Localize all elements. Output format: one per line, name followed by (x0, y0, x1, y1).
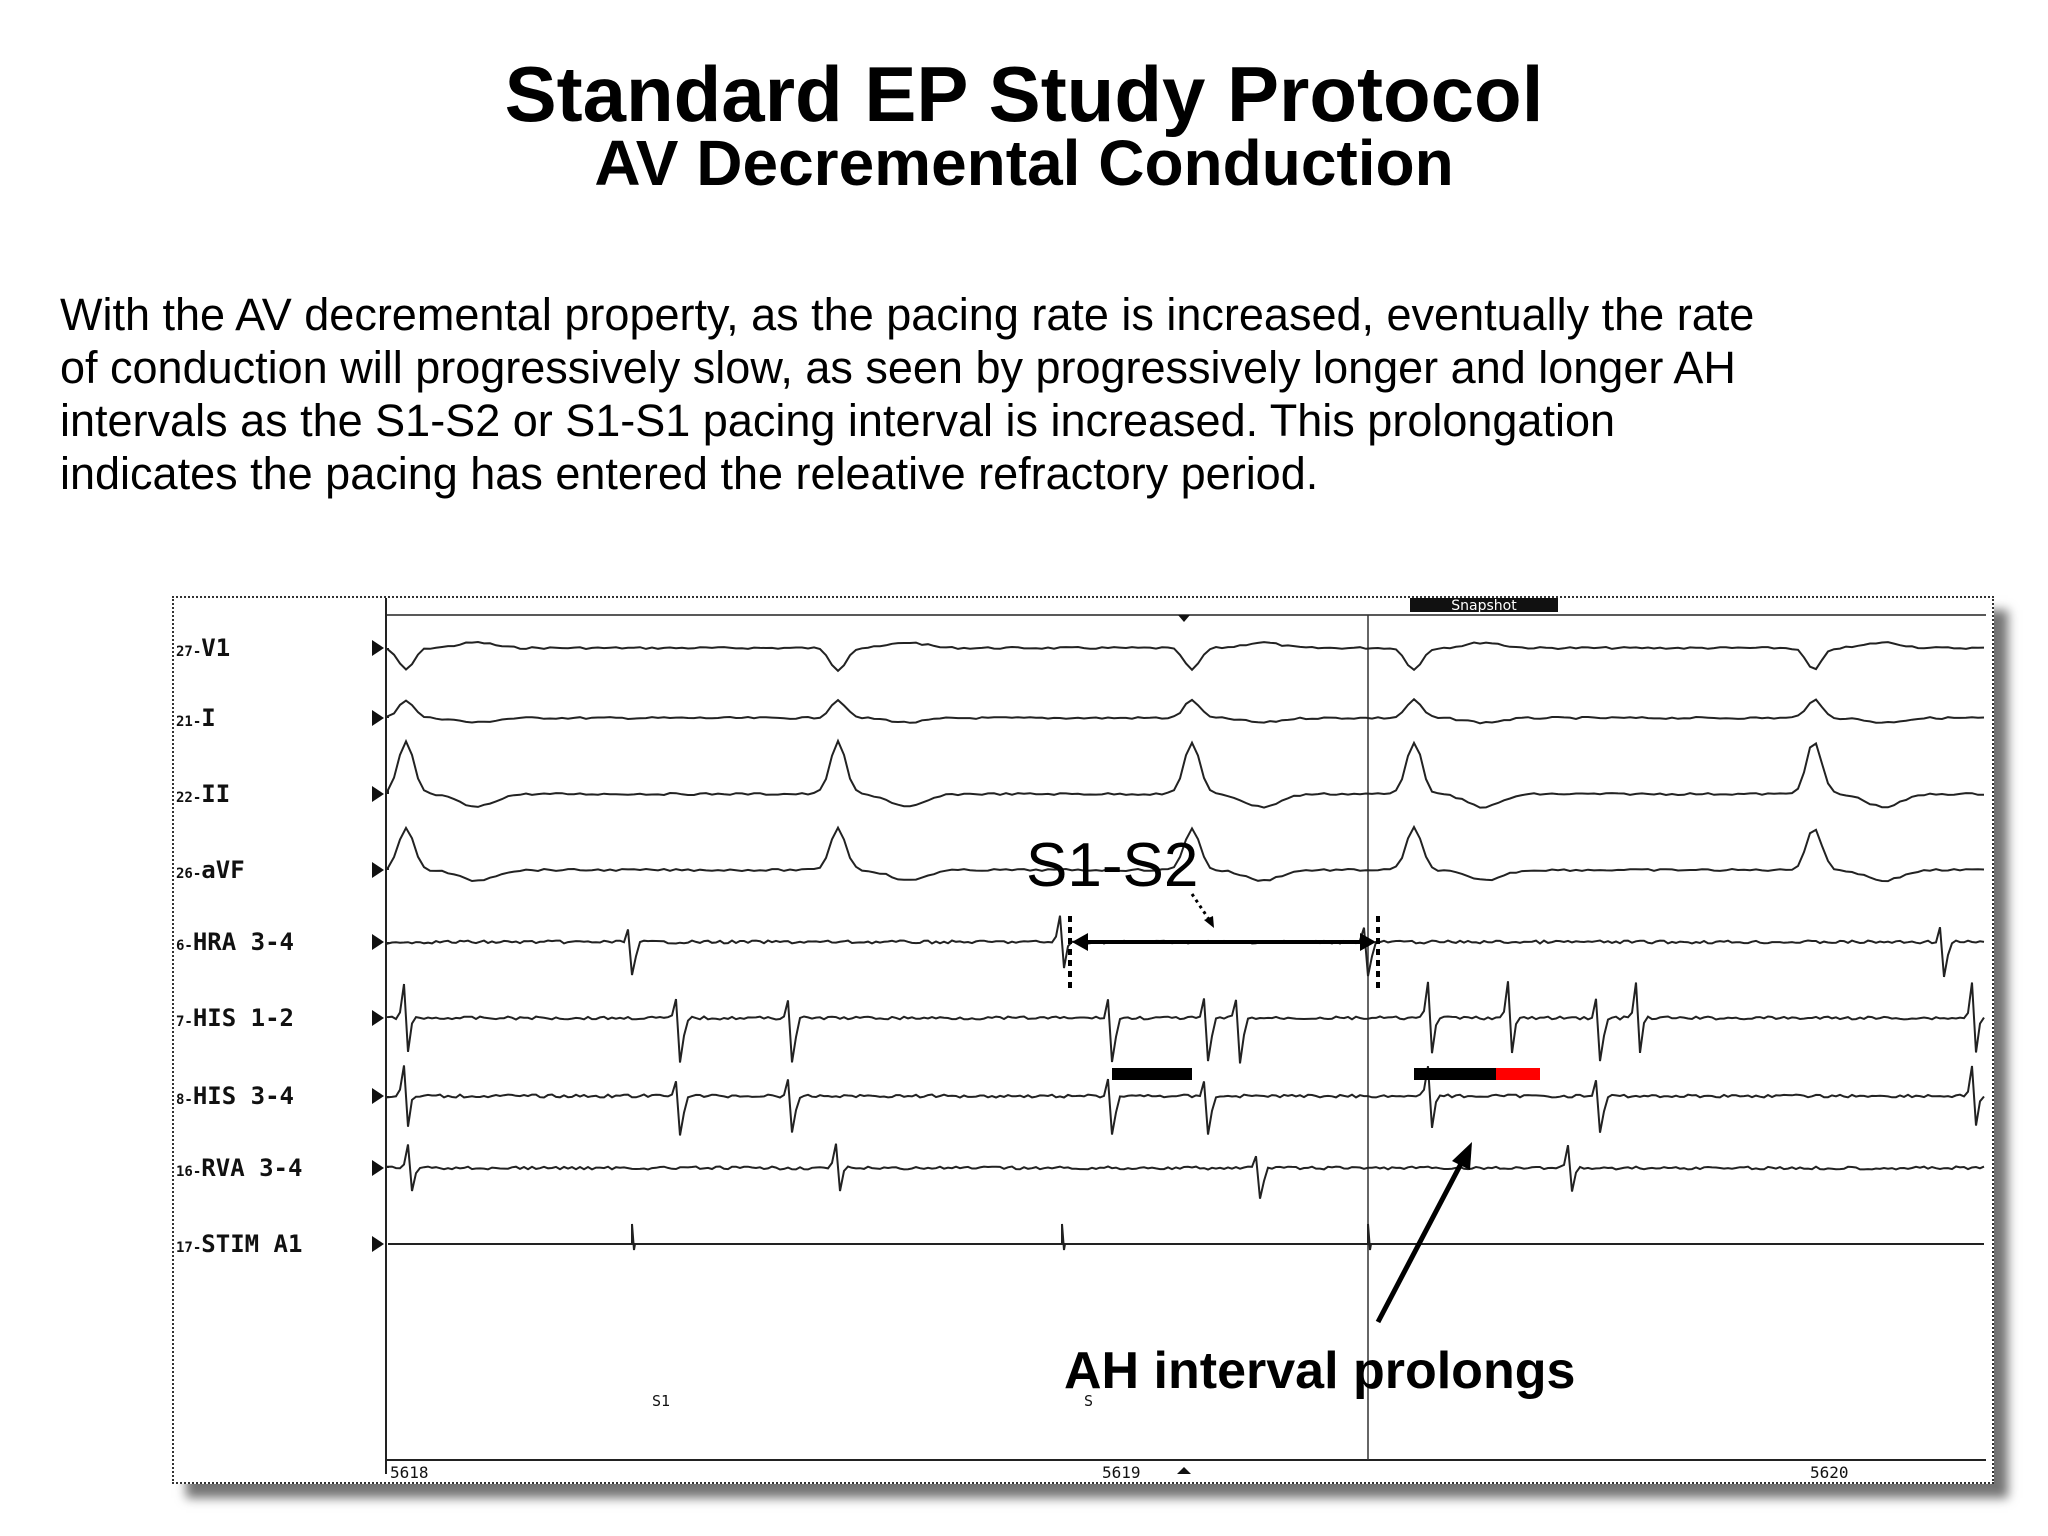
channel-marker-7 (372, 1160, 384, 1176)
channel-label-6: 8-HIS 3-4 (176, 1082, 294, 1110)
ah-interval-bar-1 (1112, 1068, 1192, 1080)
stim-label-s: S (1084, 1392, 1093, 1410)
channel-marker-8 (372, 1236, 384, 1252)
time-label-1: 5618 (390, 1463, 429, 1482)
s1s2-annotation: S1-S2 (1026, 831, 1198, 900)
trace-hra (387, 915, 1985, 978)
ah-annotation: AH interval prolongs (1064, 1342, 1575, 1400)
channel-label-1: 21-I (176, 704, 216, 732)
channel-label-7: 16-RVA 3-4 (176, 1154, 302, 1182)
page-title: Standard EP Study Protocol (504, 50, 1544, 138)
channel-traces (387, 640, 1985, 1251)
time-label-3: 5620 (1810, 1463, 1849, 1482)
bottom-cursor-marker (1177, 1467, 1191, 1474)
s1s2-pointer-head (1204, 916, 1214, 928)
channel-label-4: 6-HRA 3-4 (176, 928, 294, 956)
ah-prolongation-segment (1496, 1068, 1540, 1080)
trace-his-34 (387, 1065, 1985, 1136)
trace-rva (387, 1143, 1985, 1199)
channel-marker-5 (372, 1010, 384, 1026)
ah-arrow-line (1375, 1156, 1467, 1324)
s1s2-arrowhead-left (1072, 933, 1088, 951)
trace-his-12 (387, 981, 1985, 1064)
time-label-2: 5619 (1102, 1463, 1141, 1482)
ah-arrow-head (1452, 1142, 1472, 1170)
trace-avf (387, 824, 1985, 883)
channel-label-3: 26-aVF (176, 856, 245, 884)
description-text: With the AV decremental property, as the… (60, 289, 1755, 499)
channel-marker-1 (372, 710, 384, 726)
snapshot-tab (1410, 598, 1558, 612)
trace-stim (388, 1223, 1984, 1251)
channel-marker-4 (372, 934, 384, 950)
channel-label-2: 22-II (176, 780, 230, 808)
channel-label-0: 27-V1 (176, 634, 230, 662)
channel-labels: 27-V1 21-I 22-II 26-aVF 6-HRA 3-4 7-HIS 1-2 8-… (176, 634, 384, 1258)
s1s2-arrowhead-right (1360, 933, 1376, 951)
channel-marker-2 (372, 786, 384, 802)
trace-lead-ii (387, 738, 1985, 809)
channel-label-8: 17-STIM A1 (176, 1230, 302, 1258)
channel-marker-0 (372, 640, 384, 656)
stim-label-s1: S1 (652, 1392, 670, 1410)
channel-label-5: 7-HIS 1-2 (176, 1004, 294, 1032)
ep-tracing-panel: Snapshot 27-V1 21-I 22-II 26-aVF 6-HRA 3-4 7-… (172, 596, 1994, 1484)
ep-tracing-svg: Snapshot 27-V1 21-I 22-II 26-aVF 6-HRA 3-4 7-… (176, 598, 1986, 1482)
trace-lead-i (387, 697, 1985, 725)
top-cursor-marker (1178, 615, 1190, 622)
channel-marker-3 (372, 862, 384, 878)
ah-interval-bar-2 (1414, 1068, 1498, 1080)
trace-v1 (387, 640, 1985, 673)
channel-marker-6 (372, 1088, 384, 1104)
snapshot-label: Snapshot (1451, 598, 1517, 614)
page-subtitle: AV Decremental Conduction (594, 127, 1454, 199)
